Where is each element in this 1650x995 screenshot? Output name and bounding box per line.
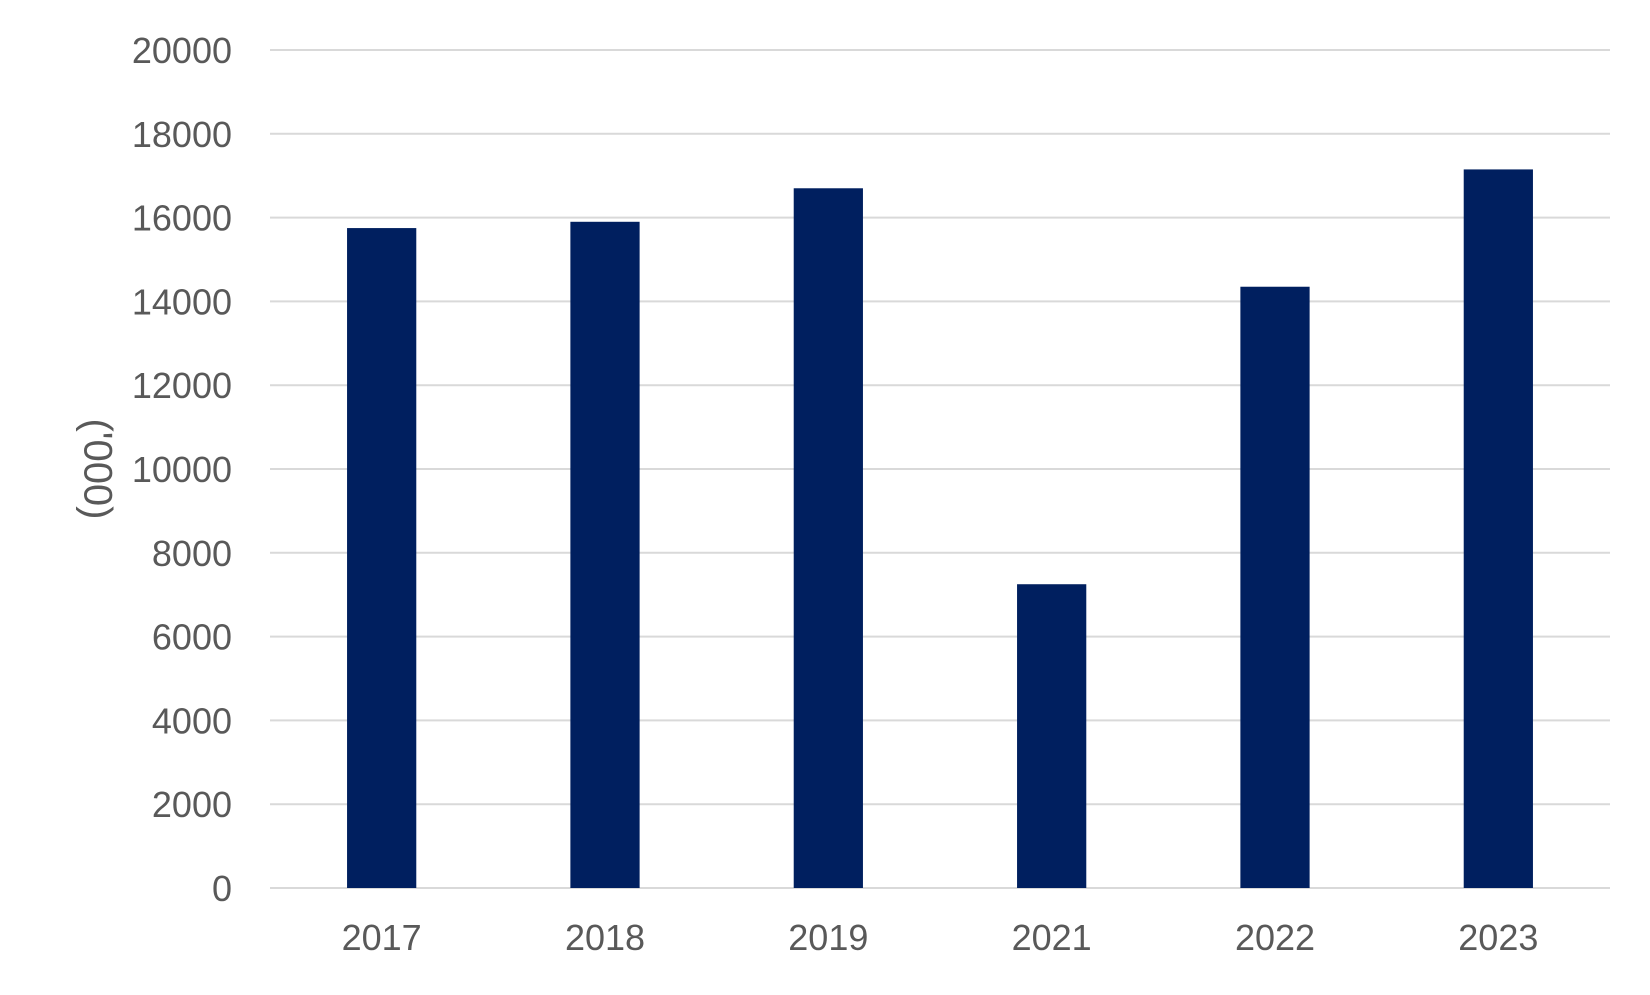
y-tick-label: 6000	[152, 617, 232, 658]
y-tick-label: 2000	[152, 784, 232, 825]
y-tick-label: 12000	[132, 365, 232, 406]
x-tick-label: 2019	[788, 917, 868, 958]
y-tick-label: 14000	[132, 281, 232, 322]
y-axis-title: ('000)	[75, 418, 119, 519]
x-tick-label: 2023	[1458, 917, 1538, 958]
x-tick-label: 2021	[1012, 917, 1092, 958]
bar-2019	[793, 188, 863, 888]
y-axis-ticks: 0 2000 4000 6000 8000 10000 12000 14000 16000 180…	[132, 30, 232, 909]
bars	[347, 169, 1533, 889]
y-tick-label: 20000	[132, 30, 232, 71]
bar-2022	[1240, 286, 1310, 888]
bar-2017	[347, 228, 417, 888]
y-tick-label: 10000	[132, 449, 232, 490]
x-tick-label: 2022	[1235, 917, 1315, 958]
y-tick-label: 8000	[152, 533, 232, 574]
x-tick-label: 2017	[342, 917, 422, 958]
y-tick-label: 4000	[152, 700, 232, 741]
bar-2018	[570, 221, 640, 889]
x-tick-label: 2018	[565, 917, 645, 958]
y-tick-label: 0	[212, 868, 232, 909]
y-tick-label: 16000	[132, 198, 232, 239]
y-tick-label: 18000	[132, 114, 232, 155]
bar-2023	[1463, 169, 1533, 889]
gridlines	[270, 49, 1610, 889]
bar-2021	[1017, 584, 1087, 888]
x-axis-ticks: 2017 2018 2019 2021 2022 2023	[342, 917, 1539, 958]
